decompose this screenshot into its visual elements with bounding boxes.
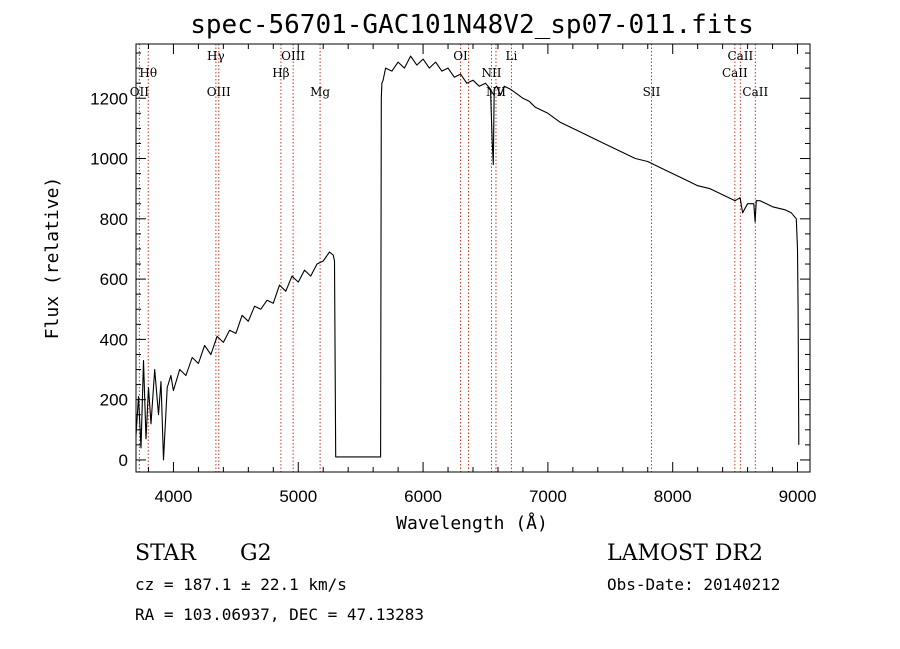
x-tick-label: 9000 <box>779 487 817 506</box>
spectrum-series <box>135 55 800 461</box>
x-tick-label: 5000 <box>279 487 317 506</box>
object-class: STAR <box>135 541 197 566</box>
spectral-line-label: OIII <box>207 85 231 99</box>
spectral-line-label: OI <box>453 49 468 63</box>
plot-frame <box>135 43 811 473</box>
spectral-line-markers <box>138 44 756 472</box>
spectral-line-label: Hβ <box>272 66 289 80</box>
spectral-line-label: Li <box>506 49 518 63</box>
obs-date-text: Obs-Date: 20140212 <box>607 575 780 594</box>
coordinates-text: RA = 103.06937, DEC = 47.13283 <box>135 605 424 624</box>
spectral-line-label: CaII <box>742 85 768 99</box>
y-tick-label: 600 <box>100 270 128 289</box>
spectral-line-label: SII <box>643 85 661 99</box>
y-tick-label: 800 <box>100 210 128 229</box>
spectral-line-label: Mg <box>310 85 330 99</box>
y-tick-label: 1200 <box>90 89 128 108</box>
x-tick-label: 4000 <box>155 487 193 506</box>
x-axis: 4000 5000 6000 7000 8000 9000 <box>147 44 817 506</box>
spectral-line-label: NII <box>486 85 506 99</box>
y-tick-label: 200 <box>100 391 128 410</box>
spectral-line-label: CaII <box>727 49 753 63</box>
y-tick-label: 1000 <box>90 150 128 169</box>
survey-name: LAMOST DR2 <box>607 541 763 566</box>
spectral-line-label: CaII <box>722 66 748 80</box>
chart-title: spec-56701-GAC101N48V2_sp07-011.fits <box>190 10 754 40</box>
y-tick-label: 400 <box>100 330 128 349</box>
y-axis: 0 200 400 600 800 1000 1200 <box>90 52 810 470</box>
x-tick-label: 8000 <box>654 487 692 506</box>
spectral-line-label: Hθ <box>139 66 157 80</box>
object-subclass: G2 <box>240 541 272 566</box>
y-tick-label: 0 <box>119 451 128 470</box>
spectral-line-label: NII <box>481 66 501 80</box>
x-tick-label: 7000 <box>529 487 567 506</box>
spectrum-line <box>135 55 800 461</box>
x-tick-label: 6000 <box>404 487 442 506</box>
y-axis-label: Flux (relative) <box>42 177 63 340</box>
redshift-text: cz = 187.1 ± 22.1 km/s <box>135 575 347 594</box>
spectral-line-label: OIII <box>281 49 305 63</box>
spectral-line-label: OII <box>130 85 150 99</box>
spectral-line-labels: Hθ OII Hγ OIII OIII Hβ Mg OI NII NII Li SII CaII CaII… <box>130 49 769 99</box>
spectral-line-label: Hγ <box>207 49 225 63</box>
x-axis-label: Wavelength (Å) <box>396 512 548 534</box>
